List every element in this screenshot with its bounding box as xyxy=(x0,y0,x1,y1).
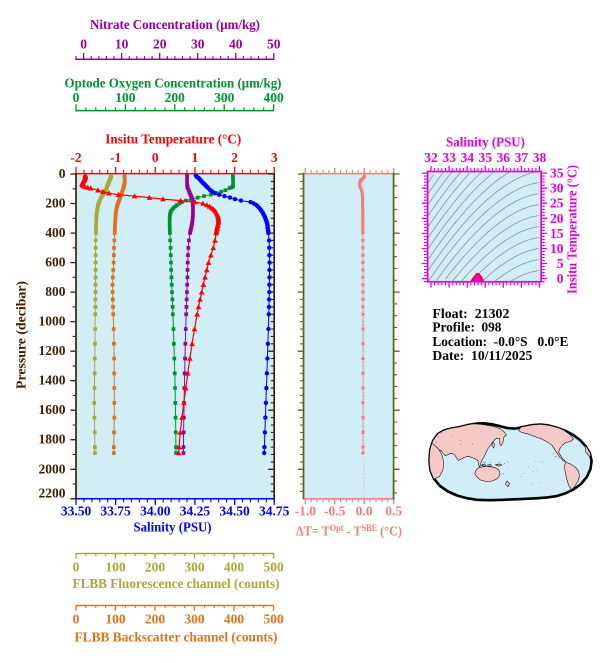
svg-text:30: 30 xyxy=(191,37,205,52)
svg-text:100: 100 xyxy=(115,90,136,105)
svg-text:-1.0: -1.0 xyxy=(295,504,317,519)
svg-text:FLBB Backscatter channel (coun: FLBB Backscatter channel (counts) xyxy=(75,630,278,645)
svg-text:0: 0 xyxy=(557,271,564,286)
svg-text:2000: 2000 xyxy=(39,461,66,476)
svg-text:0: 0 xyxy=(73,560,80,575)
svg-text:0: 0 xyxy=(73,612,80,627)
svg-text:Insitu Temperature (°C): Insitu Temperature (°C) xyxy=(105,132,241,147)
svg-text:20: 20 xyxy=(153,37,167,52)
svg-text:1: 1 xyxy=(192,150,199,165)
svg-text:5: 5 xyxy=(557,256,564,271)
svg-text:35: 35 xyxy=(478,150,492,165)
svg-text:-1: -1 xyxy=(110,150,121,165)
svg-text:34.75: 34.75 xyxy=(259,504,290,519)
svg-text:50: 50 xyxy=(267,37,281,52)
svg-text:Pressure (decibar): Pressure (decibar) xyxy=(13,281,28,389)
svg-text:Salinity (PSU): Salinity (PSU) xyxy=(134,520,212,535)
svg-text:100: 100 xyxy=(105,612,126,627)
svg-text:200: 200 xyxy=(165,90,186,105)
svg-text:34: 34 xyxy=(460,150,474,165)
svg-text:1000: 1000 xyxy=(39,314,66,329)
svg-text:FLBB Fluorescence channel (cou: FLBB Fluorescence channel (counts) xyxy=(73,576,280,591)
svg-text:40: 40 xyxy=(229,37,243,52)
svg-text:10: 10 xyxy=(550,241,564,256)
svg-text:1400: 1400 xyxy=(39,373,66,388)
svg-text:0: 0 xyxy=(152,150,159,165)
svg-text:0: 0 xyxy=(80,37,87,52)
svg-text:500: 500 xyxy=(263,612,284,627)
svg-text:20: 20 xyxy=(550,211,564,226)
svg-text:32: 32 xyxy=(424,150,438,165)
svg-text:400: 400 xyxy=(45,225,66,240)
svg-text:0: 0 xyxy=(73,90,80,105)
svg-text:33.75: 33.75 xyxy=(100,504,131,519)
svg-text:Salinity (PSU): Salinity (PSU) xyxy=(446,135,525,150)
svg-text:Nitrate Concentration (μm/kg): Nitrate Concentration (μm/kg) xyxy=(90,17,260,32)
svg-text:0.5: 0.5 xyxy=(385,504,402,519)
svg-text:37: 37 xyxy=(515,150,529,165)
svg-text:300: 300 xyxy=(184,612,205,627)
svg-text:ΔT= TOpt - TSBE (°C): ΔT= TOpt - TSBE (°C) xyxy=(296,523,402,539)
svg-text:30: 30 xyxy=(550,181,564,196)
svg-text:400: 400 xyxy=(224,560,245,575)
svg-text:2: 2 xyxy=(231,150,238,165)
svg-text:-2: -2 xyxy=(70,150,81,165)
svg-text:33.50: 33.50 xyxy=(61,504,92,519)
svg-text:34.25: 34.25 xyxy=(180,504,211,519)
svg-text:Float: 21302: Float: 21302 xyxy=(432,306,509,321)
svg-text:200: 200 xyxy=(145,612,166,627)
svg-text:Date: 10/11/2025: Date: 10/11/2025 xyxy=(432,348,532,363)
svg-text:1200: 1200 xyxy=(39,343,66,358)
svg-text:400: 400 xyxy=(263,90,284,105)
svg-text:Optode Oxygen Concentration (μ: Optode Oxygen Concentration (μm/kg) xyxy=(65,76,282,91)
svg-text:10: 10 xyxy=(115,37,129,52)
svg-text:2200: 2200 xyxy=(39,485,66,500)
svg-text:400: 400 xyxy=(224,612,245,627)
svg-text:600: 600 xyxy=(45,255,66,270)
svg-text:1800: 1800 xyxy=(39,432,66,447)
svg-text:0.0: 0.0 xyxy=(356,504,373,519)
svg-text:1600: 1600 xyxy=(39,402,66,417)
svg-text:800: 800 xyxy=(45,284,66,299)
svg-text:100: 100 xyxy=(105,560,126,575)
svg-text:25: 25 xyxy=(550,196,564,211)
svg-text:200: 200 xyxy=(145,560,166,575)
svg-text:Profile: 098: Profile: 098 xyxy=(432,320,501,335)
svg-text:35: 35 xyxy=(550,166,564,181)
svg-text:34.00: 34.00 xyxy=(140,504,171,519)
svg-text:300: 300 xyxy=(184,560,205,575)
svg-text:15: 15 xyxy=(550,226,564,241)
svg-text:38: 38 xyxy=(533,150,547,165)
svg-text:36: 36 xyxy=(497,150,511,165)
svg-text:33: 33 xyxy=(442,150,456,165)
svg-text:34.50: 34.50 xyxy=(219,504,250,519)
svg-text:0: 0 xyxy=(59,166,66,181)
svg-text:200: 200 xyxy=(45,196,66,211)
svg-text:500: 500 xyxy=(263,560,284,575)
svg-text:300: 300 xyxy=(214,90,235,105)
svg-text:Insitu Temperature (°C): Insitu Temperature (°C) xyxy=(565,165,580,294)
svg-text:-0.5: -0.5 xyxy=(324,504,346,519)
svg-text:3: 3 xyxy=(271,150,278,165)
svg-text:Location: -0.0°S 0.0°E: Location: -0.0°S 0.0°E xyxy=(432,334,568,349)
